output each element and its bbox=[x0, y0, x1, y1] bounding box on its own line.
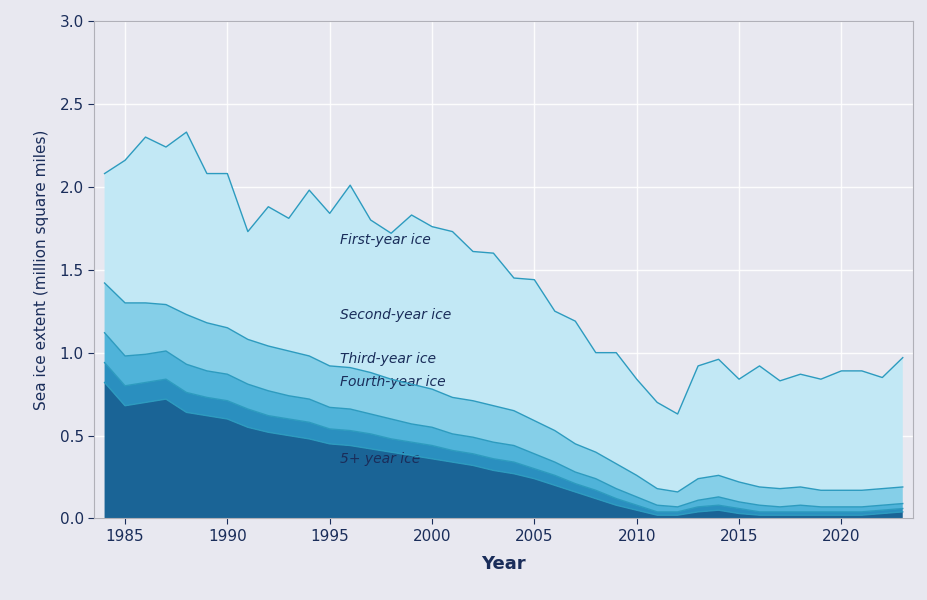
Text: Third-year ice: Third-year ice bbox=[339, 352, 436, 366]
Text: Second-year ice: Second-year ice bbox=[339, 308, 451, 322]
Text: First-year ice: First-year ice bbox=[339, 233, 430, 247]
X-axis label: Year: Year bbox=[481, 555, 526, 573]
Y-axis label: Sea ice extent (million square miles): Sea ice extent (million square miles) bbox=[33, 130, 48, 410]
Text: 5+ year ice: 5+ year ice bbox=[339, 452, 420, 466]
Text: Fourth-year ice: Fourth-year ice bbox=[339, 376, 445, 389]
